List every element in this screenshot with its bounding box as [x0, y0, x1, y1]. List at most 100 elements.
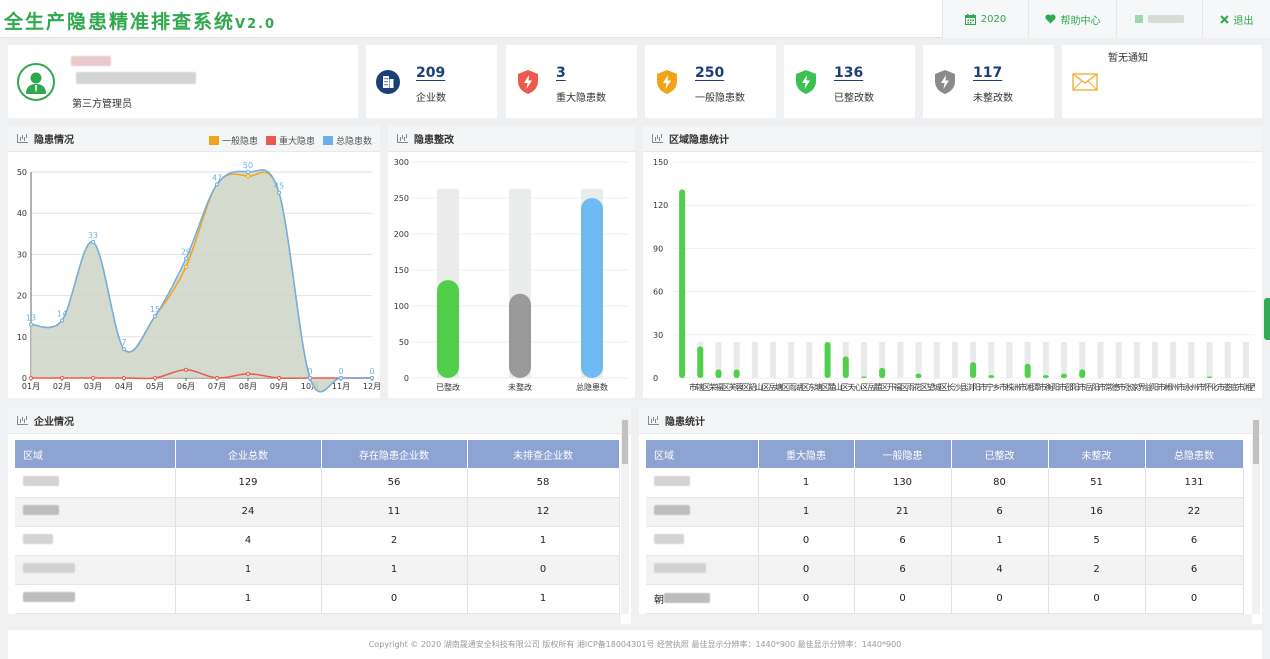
- table-row[interactable]: 1 130 80 51 131: [646, 468, 1244, 498]
- legend-item[interactable]: 重大隐患: [265, 134, 315, 147]
- data-label: 0: [307, 367, 312, 376]
- stat-value[interactable]: 136: [834, 65, 864, 81]
- region-name-blurred: [654, 505, 690, 515]
- table-row[interactable]: 1 21 6 16 22: [646, 497, 1244, 527]
- data-point: [60, 318, 64, 323]
- top-bar: 全生产隐患精准排查系统V2.0 2020 帮助中心 退出: [0, 0, 1270, 38]
- stat-value[interactable]: 3: [556, 65, 566, 81]
- column-header[interactable]: 总隐患数: [1145, 440, 1244, 468]
- user-card: 第三方管理员: [8, 45, 358, 118]
- close-icon: [1219, 14, 1229, 24]
- notice-text: 暂无通知: [1108, 53, 1148, 64]
- region-stats-chart: 0 30 60 90 120 150: [653, 158, 1255, 383]
- enterprise-vertical-scrollbar[interactable]: [621, 418, 629, 614]
- y-tick-label: 40: [17, 209, 27, 218]
- table-cell: 1: [175, 584, 322, 614]
- x-tick-label: 06月: [177, 382, 195, 391]
- column-header[interactable]: 未整改: [1048, 440, 1146, 468]
- data-point: [215, 376, 219, 380]
- bar-background: [879, 342, 886, 378]
- region-cell: [15, 584, 176, 614]
- x-tick-label: 10月: [301, 382, 319, 391]
- bar: [679, 189, 686, 378]
- panel-header: 区域隐患统计: [643, 126, 1262, 152]
- stat-card-major-hazards[interactable]: 3 重大隐患数: [506, 45, 637, 118]
- stat-value[interactable]: 117: [973, 65, 1003, 81]
- table-cell: 2: [1048, 555, 1146, 585]
- table-cell: 1: [175, 555, 322, 585]
- logout-button[interactable]: 退出: [1202, 0, 1270, 38]
- data-point: [246, 174, 250, 179]
- building-icon: [376, 70, 400, 94]
- enterprise-panel: 企业情况 区域 企业总数 存在隐患企业数 未排查企业数 129 56 58 24 11…: [8, 408, 631, 624]
- table-cell: 5: [1048, 526, 1146, 556]
- user-menu-button[interactable]: [1116, 0, 1202, 38]
- chart-icon: [397, 134, 408, 143]
- data-point: [29, 322, 33, 327]
- table-row[interactable]: 24 11 12: [15, 497, 620, 527]
- data-point: [153, 314, 157, 319]
- column-header[interactable]: 重大隐患: [758, 440, 855, 468]
- column-header[interactable]: 一般隐患: [854, 440, 952, 468]
- hazard-vertical-scrollbar[interactable]: [1252, 418, 1260, 614]
- calendar-icon: [964, 13, 976, 25]
- legend-item[interactable]: 总隐患数: [322, 134, 372, 147]
- rectification-panel: 隐患整改 0 50 100 150 200 250 300 已整改 未整改 总隐患数: [388, 126, 635, 398]
- region-cell: [15, 555, 176, 585]
- table-cell: 58: [467, 468, 620, 498]
- hazard-horizontal-scrollbar[interactable]: [639, 614, 1252, 624]
- table-cell: 0: [1145, 584, 1244, 614]
- x-tick-label: 11月: [332, 382, 350, 391]
- bar-background: [806, 342, 813, 378]
- column-header[interactable]: 企业总数: [175, 440, 322, 468]
- stat-card-enterprises[interactable]: 209 企业数: [366, 45, 497, 118]
- region-name-blurred: [23, 592, 75, 602]
- table-cell: 0: [1048, 584, 1146, 614]
- stat-card-rectified[interactable]: 136 已整改数: [784, 45, 915, 118]
- table-row[interactable]: 129 56 58: [15, 468, 620, 498]
- scrollbar-thumb[interactable]: [622, 420, 628, 464]
- panel-title: 企业情况: [34, 417, 74, 428]
- bar-background: [1115, 342, 1122, 378]
- bar: [1042, 375, 1049, 378]
- column-header[interactable]: 已整改: [951, 440, 1049, 468]
- scrollbar-thumb[interactable]: [1253, 420, 1259, 464]
- side-drawer-handle[interactable]: [1264, 298, 1270, 340]
- x-tick-label: 02月: [53, 382, 71, 391]
- column-header[interactable]: 区域: [646, 440, 759, 468]
- year-selector-button[interactable]: 2020: [942, 0, 1028, 38]
- enterprise-horizontal-scrollbar[interactable]: [8, 614, 621, 624]
- region-name-blurred: [664, 593, 710, 603]
- stat-value[interactable]: 209: [416, 65, 446, 81]
- legend-item[interactable]: 一般隐患: [208, 134, 258, 147]
- stat-card-general-hazards[interactable]: 250 一般隐患数: [645, 45, 776, 118]
- table-cell: 6: [1145, 526, 1244, 556]
- help-center-button[interactable]: 帮助中心: [1028, 0, 1116, 38]
- logout-label: 退出: [1233, 15, 1254, 27]
- stat-card-unrectified[interactable]: 117 未整改数: [923, 45, 1054, 118]
- column-header[interactable]: 区域: [15, 440, 176, 468]
- table-cell: 4: [951, 555, 1049, 585]
- stat-value[interactable]: 250: [695, 65, 725, 81]
- bar-background: [788, 342, 795, 378]
- column-header[interactable]: 未排查企业数: [467, 440, 620, 468]
- table-header-row: 区域 企业总数 存在隐患企业数 未排查企业数: [15, 440, 620, 468]
- hazard-trend-chart: 0 10 20 30 40 50 01月 02月 03月 04月 05月 06月 07月 08月 09月 10…: [17, 161, 380, 393]
- data-point: [184, 367, 188, 372]
- data-label: 47: [212, 173, 222, 182]
- table-cell: 6: [1145, 555, 1244, 585]
- bar-background: [933, 342, 940, 378]
- region-name-blurred: [23, 505, 59, 515]
- notice-card[interactable]: 暂无通知: [1062, 45, 1262, 118]
- bar: [915, 373, 922, 378]
- column-header[interactable]: 存在隐患企业数: [321, 440, 468, 468]
- x-tick-label: 12月: [363, 382, 380, 391]
- y-tick-label: 60: [653, 288, 663, 297]
